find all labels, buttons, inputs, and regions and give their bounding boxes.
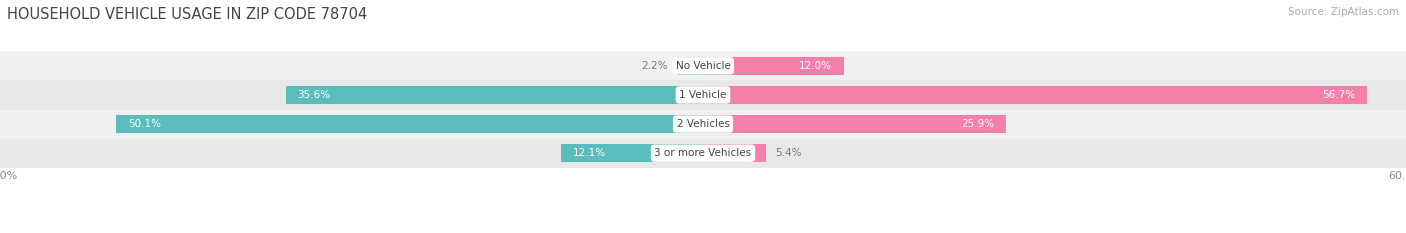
Bar xyxy=(0,51,1406,80)
Bar xyxy=(678,57,703,75)
Text: 25.9%: 25.9% xyxy=(962,119,995,129)
Text: 5.4%: 5.4% xyxy=(776,148,803,158)
Text: Source: ZipAtlas.com: Source: ZipAtlas.com xyxy=(1288,7,1399,17)
Bar xyxy=(703,57,844,75)
Bar xyxy=(0,139,1406,168)
Bar xyxy=(0,80,1406,110)
Text: HOUSEHOLD VEHICLE USAGE IN ZIP CODE 78704: HOUSEHOLD VEHICLE USAGE IN ZIP CODE 7870… xyxy=(7,7,367,22)
Bar xyxy=(115,115,703,133)
Bar xyxy=(703,144,766,162)
Text: 1 Vehicle: 1 Vehicle xyxy=(679,90,727,100)
Text: 3 or more Vehicles: 3 or more Vehicles xyxy=(654,148,752,158)
Bar xyxy=(285,86,703,104)
Bar xyxy=(561,144,703,162)
Text: 2 Vehicles: 2 Vehicles xyxy=(676,119,730,129)
Text: 12.0%: 12.0% xyxy=(799,61,832,71)
Text: No Vehicle: No Vehicle xyxy=(675,61,731,71)
Bar xyxy=(0,110,1406,139)
Bar xyxy=(703,115,1007,133)
Text: 35.6%: 35.6% xyxy=(298,90,330,100)
Bar xyxy=(703,86,1367,104)
Text: 12.1%: 12.1% xyxy=(574,148,606,158)
Text: 50.1%: 50.1% xyxy=(128,119,160,129)
Text: 56.7%: 56.7% xyxy=(1323,90,1355,100)
Text: 2.2%: 2.2% xyxy=(641,61,668,71)
